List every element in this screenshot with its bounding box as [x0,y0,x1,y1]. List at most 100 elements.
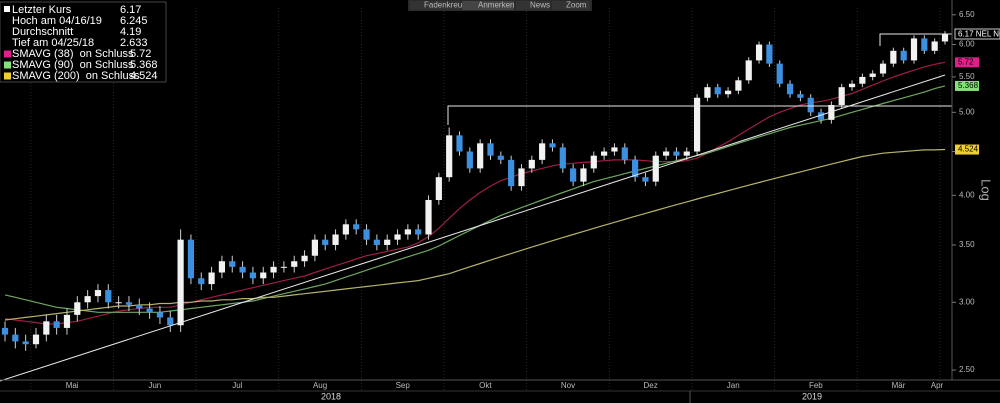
candle-body [497,155,504,160]
legend-label: SMAVG (200) on Schluss [12,70,140,82]
candle-body [136,304,143,309]
candle-body [43,321,50,335]
candle-body [859,76,866,84]
ma-tag: 4.524 [958,145,979,154]
y-tick-label: 5.00 [959,107,975,116]
candle-body [74,302,81,315]
candle-body [446,135,453,178]
ma-line [4,148,946,321]
y-tick-label: 3.50 [959,240,975,249]
ma-tag-box [955,144,979,155]
candle-body [198,278,205,285]
legend-value: 5.368 [130,59,158,71]
resistance-line [447,105,952,125]
legend-value: 6.17 [120,4,141,16]
value-tags: 6.17 NEL NO 5.72 5.368 4.524 [954,28,1000,155]
toolbar-label[interactable]: Zoom [566,1,587,10]
toolbar: Fadenkreuz Anmerken News Zoom [408,0,592,11]
candle-body [621,147,628,160]
legend-label: SMAVG (90) on Schluss [12,59,134,71]
candle-body [601,151,608,156]
candle-body [280,266,287,268]
candle-body [146,308,153,313]
candle-body [611,147,618,152]
candle-body [229,261,236,267]
x-tick-label: Dez [643,381,657,390]
scale-label: Log [979,179,994,201]
candle-body [580,168,587,182]
trend-line [0,74,946,382]
ma-line [4,61,946,325]
candle-body [363,229,370,240]
toolbar-label[interactable]: Anmerken [478,1,514,10]
toolbar-label[interactable]: Fadenkreuz [424,1,466,10]
x-tick-label: Sep [396,381,411,390]
candle-body [156,312,164,318]
candle-body [270,266,277,273]
legend-swatch [4,72,11,80]
candle-body [879,63,887,74]
candle-body [776,63,783,84]
legend: Letzter Kurs 6.17 Hoch am 04/16/19 6.245… [0,1,167,83]
moving-averages [4,61,946,325]
x-tick-label: Jul [232,381,242,390]
candle-body [910,38,918,61]
candle-body [838,87,845,105]
candle-body [848,83,856,88]
candle-body [466,151,473,169]
candle-body [508,159,515,187]
candle-body [105,290,112,303]
candle-body [518,168,525,187]
legend-label: Durchschnitt [12,26,73,38]
legend-label: Letzter Kurs [12,4,72,16]
candle-body [239,266,246,273]
high-line [879,33,952,46]
candle-body [115,302,122,304]
candle-body [301,255,308,262]
candle-body [260,272,267,279]
candle-body [208,272,215,285]
candle-body [570,168,577,182]
candle-body [807,97,814,113]
candle-body [342,224,349,235]
candle-body [632,159,639,178]
candle-body [724,90,732,95]
candle-body [797,94,804,98]
toolbar-label[interactable]: News [530,1,550,10]
candle-body [900,50,907,61]
toolbar-button[interactable] [410,1,460,10]
x-tick-label: Feb [809,381,823,390]
legend-label: SMAVG (38) on Schluss [12,48,134,60]
candle-body [528,159,535,169]
annotations [0,33,952,382]
candle-body [322,239,329,245]
candle-body [425,199,432,235]
candle-body [167,317,174,326]
candle-body [931,41,938,51]
candle-body [663,151,670,156]
y-tick-label: 2.50 [959,365,975,374]
ma-line [4,85,946,313]
candle-body [394,234,401,240]
y-tick-label: 5.50 [959,72,975,81]
candle-body [456,135,463,152]
candle-body [766,44,773,64]
x-tick-label: Jun [148,381,161,390]
toolbar-button[interactable] [552,1,590,10]
legend-swatch [4,6,10,12]
year-label: 2018 [321,391,341,401]
y-tick-label: 6.50 [959,10,975,19]
candle-body [817,112,825,120]
candle-body [53,321,60,328]
legend-value: 4.19 [120,26,141,38]
candle-body [549,143,556,148]
toolbar-button[interactable] [462,1,514,10]
candle-body [22,341,29,345]
candle-body [187,239,195,279]
candle-body [177,239,184,326]
toolbar-button[interactable] [516,1,550,10]
candle-body [415,229,422,235]
price-tag: 6.17 NEL NO [958,30,1000,39]
